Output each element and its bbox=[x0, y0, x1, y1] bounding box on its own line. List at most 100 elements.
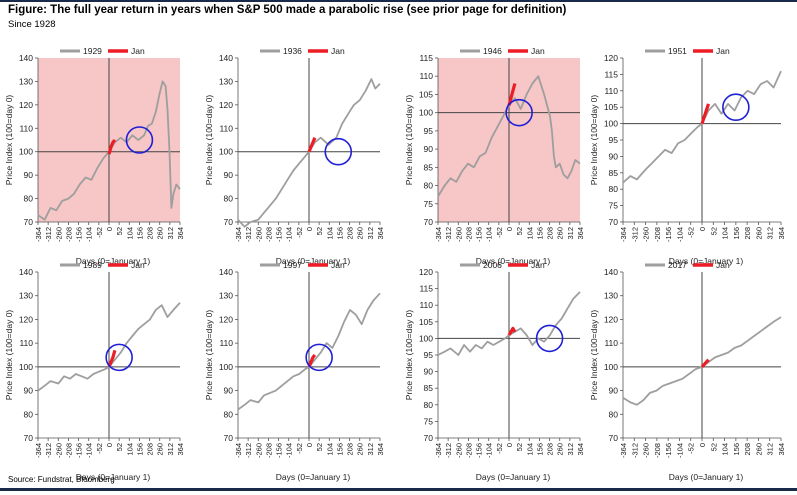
chart7-x-tick-label: -52 bbox=[495, 443, 504, 454]
chart5-x-tick-label: -156 bbox=[75, 443, 84, 458]
chart4-legend-year-label: 1951 bbox=[668, 46, 687, 56]
chart1-legend-year-label: 1929 bbox=[83, 46, 102, 56]
chart5-x-tick-label: 156 bbox=[135, 443, 144, 456]
figure-subtitle: Since 1928 bbox=[8, 19, 56, 30]
chart3-x-tick-label: 312 bbox=[566, 227, 575, 240]
chart4-y-axis-title: Price Index (100=day 0) bbox=[589, 95, 599, 186]
chart5-y-tick-label: 110 bbox=[19, 338, 33, 348]
chart7-x-tick-label: 260 bbox=[556, 443, 565, 456]
chart5-legend-year-label: 1989 bbox=[83, 260, 102, 270]
chart1-x-tick-label: 0 bbox=[105, 227, 114, 231]
chart1-x-tick-label: 364 bbox=[176, 227, 185, 240]
chart5-x-tick-label: -260 bbox=[54, 443, 63, 458]
chart3-y-tick-label: 75 bbox=[424, 199, 434, 209]
chart3-y-tick-label: 115 bbox=[419, 53, 433, 63]
chart8-y-tick-label: 90 bbox=[609, 386, 619, 396]
chart7-x-tick-label: -364 bbox=[434, 443, 443, 458]
chart3-y-tick-label: 90 bbox=[424, 144, 434, 154]
chart7-x-tick-label: -312 bbox=[444, 443, 453, 458]
chart5-jan-series-line bbox=[107, 349, 117, 368]
chart5-x-tick-label: 0 bbox=[105, 443, 114, 447]
chart3-x-tick-label: 364 bbox=[576, 227, 585, 240]
chart5-highlight-circle bbox=[105, 343, 133, 372]
chart8-x-tick-label: -208 bbox=[653, 443, 662, 458]
chart3-x-tick-label: -104 bbox=[485, 227, 494, 242]
chart6-x-tick-label: 260 bbox=[356, 443, 365, 456]
chart7-x-tick-label: 208 bbox=[546, 443, 555, 456]
chart1-x-tick-label: 156 bbox=[135, 227, 144, 240]
chart6-legend-year-label: 1997 bbox=[283, 260, 302, 270]
chart6-y-tick-label: 130 bbox=[219, 291, 233, 301]
chart1-x-tick-label: -156 bbox=[75, 227, 84, 242]
chart2-x-tick-label: -52 bbox=[295, 227, 304, 238]
chart3-y-tick-label: 85 bbox=[424, 162, 434, 172]
chart5-x-tick-label: 52 bbox=[115, 443, 124, 451]
chart3-x-tick-label: 156 bbox=[535, 227, 544, 240]
chart5-x-tick-label: 260 bbox=[156, 443, 165, 456]
chart3-x-tick-label: 260 bbox=[556, 227, 565, 240]
chart5-y-tick-label: 140 bbox=[19, 267, 33, 277]
chart4-y-tick-label: 110 bbox=[604, 86, 618, 96]
chart2-y-tick-label: 130 bbox=[219, 76, 233, 86]
chart4-jan-series-line bbox=[700, 103, 711, 125]
chart4-highlight-circle bbox=[722, 93, 750, 121]
chart1-x-tick-label: -104 bbox=[85, 227, 94, 242]
chart6-x-axis-title: Days (0=January 1) bbox=[276, 472, 351, 482]
chart1-y-tick-label: 90 bbox=[24, 170, 34, 180]
chart1-y-tick-label: 80 bbox=[24, 194, 34, 204]
chart7-x-tick-label: 104 bbox=[525, 443, 534, 456]
chart1-x-tick-label: -52 bbox=[95, 227, 104, 238]
chart8-y-tick-label: 80 bbox=[609, 409, 619, 419]
chart5-y-tick-label: 90 bbox=[24, 386, 34, 396]
chart4-y-tick-label: 75 bbox=[609, 201, 619, 211]
chart8-legend-jan-label: Jan bbox=[716, 260, 730, 270]
chart7-legend-jan-label: Jan bbox=[531, 260, 545, 270]
chart3-y-tick-label: 95 bbox=[424, 126, 434, 136]
chart7-y-tick-label: 115 bbox=[419, 284, 433, 294]
chart8-y-tick-label: 130 bbox=[604, 291, 618, 301]
chart4-x-tick-label: 52 bbox=[709, 227, 718, 235]
chart4-y-tick-label: 105 bbox=[604, 102, 618, 112]
chart5-x-tick-label: -364 bbox=[34, 443, 43, 458]
chart5-x-tick-label: 208 bbox=[146, 443, 155, 456]
chart4-x-tick-label: 312 bbox=[766, 227, 775, 240]
chart7-y-tick-label: 80 bbox=[424, 400, 434, 410]
chart6-y-tick-label: 100 bbox=[219, 362, 233, 372]
chart2-x-tick-label: -312 bbox=[244, 227, 253, 242]
chart4-x-tick-label: -260 bbox=[642, 227, 651, 242]
chart8-x-tick-label: 364 bbox=[777, 443, 786, 456]
chart6-y-tick-label: 110 bbox=[219, 338, 233, 348]
chart7-x-tick-label: 52 bbox=[515, 443, 524, 451]
chart8-x-tick-label: 52 bbox=[709, 443, 718, 451]
chart5-x-axis-title: Days (0=January 1) bbox=[76, 472, 151, 482]
chart4-y-tick-label: 80 bbox=[609, 184, 619, 194]
chart5-x-tick-label: -104 bbox=[85, 443, 94, 458]
chart8-y-tick-label: 100 bbox=[604, 362, 618, 372]
chart5-x-tick-label: 104 bbox=[125, 443, 134, 456]
chart2-x-tick-label: -104 bbox=[285, 227, 294, 242]
chart7-legend-year-label: 2006 bbox=[483, 260, 502, 270]
chart2-x-tick-label: 52 bbox=[315, 227, 324, 235]
chart8-y-tick-label: 70 bbox=[609, 433, 619, 443]
chart8-x-tick-label: 156 bbox=[732, 443, 741, 456]
chart8-x-tick-label: 104 bbox=[721, 443, 730, 456]
chart2-x-tick-label: 312 bbox=[366, 227, 375, 240]
chart1-x-axis-title: Days (0=January 1) bbox=[76, 256, 151, 266]
chart7-y-tick-label: 95 bbox=[424, 350, 434, 360]
chart3-y-axis-title: Price Index (100=day 0) bbox=[404, 95, 414, 186]
chart6-x-tick-label: -156 bbox=[275, 443, 284, 458]
chart2-y-axis-title: Price Index (100=day 0) bbox=[204, 95, 214, 186]
chart5-y-axis-title: Price Index (100=day 0) bbox=[4, 310, 14, 401]
chart1-x-tick-label: 260 bbox=[156, 227, 165, 240]
chart2-jan-series-line bbox=[307, 137, 317, 153]
chart6-y-tick-label: 70 bbox=[224, 433, 234, 443]
chart1-legend-jan-label: Jan bbox=[131, 46, 145, 56]
chart5-x-tick-label: -208 bbox=[64, 443, 73, 458]
chart2-y-tick-label: 120 bbox=[219, 100, 233, 110]
chart6-x-tick-label: -312 bbox=[244, 443, 253, 458]
chart7-x-tick-label: -260 bbox=[454, 443, 463, 458]
chart3-x-tick-label: -312 bbox=[444, 227, 453, 242]
chart4-y-tick-label: 120 bbox=[604, 53, 618, 63]
chart8-y-tick-label: 140 bbox=[604, 267, 618, 277]
chart2-y-tick-label: 80 bbox=[224, 194, 234, 204]
